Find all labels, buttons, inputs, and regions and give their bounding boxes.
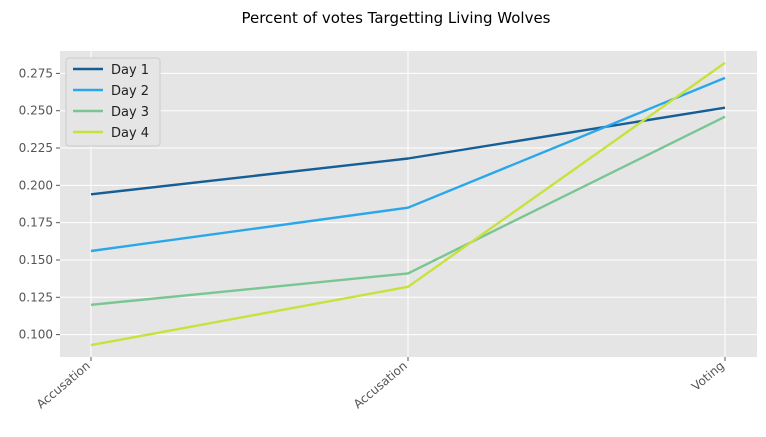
legend: Day 1 Day 2 Day 3 Day 4 — [65, 57, 161, 147]
y-tick-label: 0.275 — [19, 66, 53, 80]
x-tick-label: Accusation — [351, 359, 410, 412]
series-line-day-2 — [90, 76, 726, 253]
x-axis: Accusation Accusation Voting — [34, 357, 727, 411]
y-axis: 0.100 0.125 0.150 0.175 0.200 0.225 0.250 0.275 — [19, 66, 60, 342]
series-line-day-4 — [90, 61, 726, 347]
legend-label: Day 4 — [111, 126, 149, 141]
y-tick-label: 0.250 — [19, 104, 53, 118]
legend-label: Day 1 — [111, 63, 149, 78]
chart-title: Percent of votes Targetting Living Wolve… — [241, 9, 550, 27]
legend-label: Day 3 — [111, 105, 149, 120]
legend-box — [65, 57, 161, 147]
legend-label: Day 2 — [111, 84, 149, 99]
y-tick-label: 0.200 — [19, 178, 53, 192]
series-line-day-3 — [90, 115, 726, 306]
series-lines — [90, 61, 726, 347]
y-tick-label: 0.100 — [19, 328, 53, 342]
series-line-day-1 — [90, 106, 726, 196]
x-tick-label: Voting — [689, 359, 727, 394]
x-tick-label: Accusation — [34, 359, 93, 412]
y-tick-label: 0.225 — [19, 141, 53, 155]
y-tick-label: 0.150 — [19, 253, 53, 267]
y-tick-label: 0.175 — [19, 216, 53, 230]
y-tick-label: 0.125 — [19, 290, 53, 304]
